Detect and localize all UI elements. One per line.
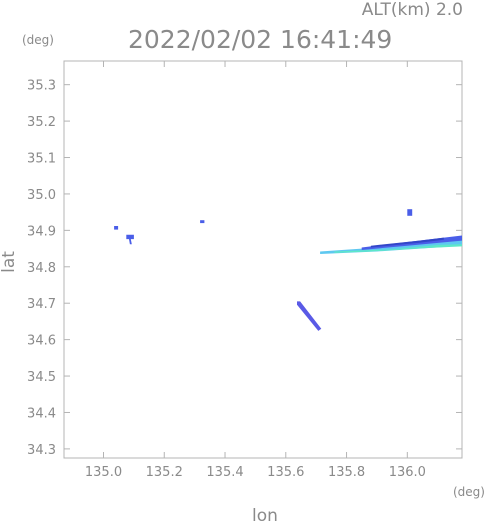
echo-region-6: [334, 244, 462, 253]
x-tick-label: 135.4: [206, 465, 243, 480]
x-tick-label: 135.2: [146, 465, 183, 480]
y-tick-label: 34.9: [27, 224, 56, 239]
plot-frame: [63, 60, 463, 459]
echo-region-4: [297, 301, 322, 331]
x-unit-label: (deg): [453, 485, 485, 499]
echo-region-2: [200, 220, 205, 224]
y-tick-label: 35.3: [27, 79, 56, 94]
x-tick-label: 135.8: [328, 465, 365, 480]
echo-layer: [114, 209, 462, 331]
x-tick-label: 135.0: [85, 465, 122, 480]
y-tick-label: 35.1: [27, 152, 56, 167]
y-tick-label: 34.4: [27, 406, 56, 421]
y-tick-label: 34.6: [27, 334, 56, 349]
y-tick-label: 34.7: [27, 297, 56, 312]
y-tick-label: 35.2: [27, 115, 56, 130]
echo-region-0: [114, 226, 119, 230]
echo-region-8: [370, 237, 444, 248]
altitude-label: ALT(km) 2.0: [362, 0, 463, 20]
y-unit-label: (deg): [22, 33, 54, 47]
y-axis-label: lat: [0, 251, 19, 273]
y-axis: 34.3 34.4 34.5 34.6 34.7 34.8 34.9 35.0 35.1 35.2…: [27, 79, 462, 458]
echo-region-1: [126, 234, 134, 245]
y-tick-label: 34.5: [27, 370, 56, 385]
y-tick-label: 34.8: [27, 261, 56, 276]
x-axis-label: lon: [252, 506, 278, 521]
chart-title: 2022/02/02 16:41:49: [128, 25, 392, 54]
y-tick-label: 35.0: [27, 188, 56, 203]
y-tick-label: 34.3: [27, 443, 56, 458]
echo-region-3: [407, 209, 413, 216]
x-tick-label: 136.0: [389, 465, 426, 480]
x-tick-label: 135.6: [267, 465, 304, 480]
x-axis: 135.0 135.2 135.4 135.6 135.8 136.0: [85, 61, 426, 480]
